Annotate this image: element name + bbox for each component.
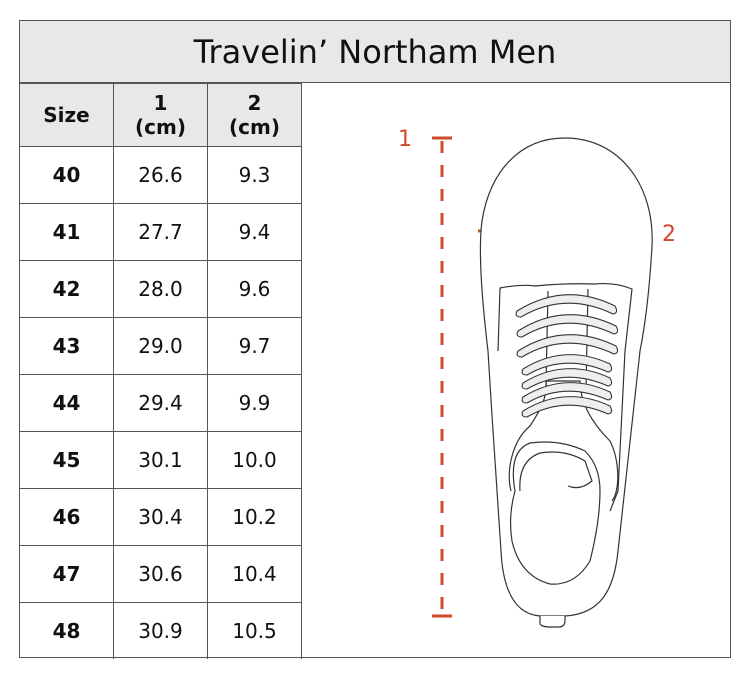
size-cell: 44 bbox=[20, 374, 114, 432]
size-cell: 42 bbox=[20, 260, 114, 318]
length-cell: 27.7 bbox=[113, 203, 208, 261]
size-cell: 43 bbox=[20, 317, 114, 375]
header-row: Size 1 (cm) 2 (cm) bbox=[20, 83, 302, 147]
size-cell: 48 bbox=[20, 602, 114, 659]
boot-laces bbox=[515, 294, 619, 418]
size-cell: 47 bbox=[20, 545, 114, 603]
length-cell: 26.6 bbox=[113, 146, 208, 204]
table-row: 48 30.9 10.5 bbox=[20, 602, 302, 659]
length-cell: 29.4 bbox=[113, 374, 208, 432]
length-cell: 29.0 bbox=[113, 317, 208, 375]
length-cell: 30.9 bbox=[113, 602, 208, 659]
size-table: Size 1 (cm) 2 (cm) 40 26.6 9.3 41 27.7 9.4 42 28.… bbox=[20, 83, 302, 659]
header-length: 1 (cm) bbox=[113, 83, 208, 147]
width-cell: 9.3 bbox=[207, 146, 302, 204]
boot-diagram: 1 2 bbox=[398, 127, 676, 628]
width-cell: 10.5 bbox=[207, 602, 302, 659]
width-cell: 10.0 bbox=[207, 431, 302, 489]
table-row: 42 28.0 9.6 bbox=[20, 260, 302, 318]
size-cell: 40 bbox=[20, 146, 114, 204]
size-chart: Travelin’ Northam Men Size 1 (cm) 2 (cm) 4… bbox=[19, 20, 731, 659]
length-cell: 30.4 bbox=[113, 488, 208, 546]
width-cell: 9.7 bbox=[207, 317, 302, 375]
table-row: 45 30.1 10.0 bbox=[20, 431, 302, 489]
width-cell: 10.2 bbox=[207, 488, 302, 546]
width-cell: 9.4 bbox=[207, 203, 302, 261]
table-row: 44 29.4 9.9 bbox=[20, 374, 302, 432]
table-row: 47 30.6 10.4 bbox=[20, 545, 302, 603]
header-width: 2 (cm) bbox=[207, 83, 302, 147]
table-row: 46 30.4 10.2 bbox=[20, 488, 302, 546]
header-size: Size bbox=[20, 83, 114, 147]
width-cell: 10.4 bbox=[207, 545, 302, 603]
table-row: 40 26.6 9.3 bbox=[20, 146, 302, 204]
size-cell: 46 bbox=[20, 488, 114, 546]
width-cell: 9.9 bbox=[207, 374, 302, 432]
table-row: 41 27.7 9.4 bbox=[20, 203, 302, 261]
width-label: 2 bbox=[662, 222, 676, 247]
table-row: 43 29.0 9.7 bbox=[20, 317, 302, 375]
length-cell: 30.1 bbox=[113, 431, 208, 489]
length-measure-line bbox=[432, 136, 452, 618]
length-label: 1 bbox=[398, 127, 412, 152]
size-cell: 41 bbox=[20, 203, 114, 261]
length-cell: 30.6 bbox=[113, 545, 208, 603]
length-cell: 28.0 bbox=[113, 260, 208, 318]
width-cell: 9.6 bbox=[207, 260, 302, 318]
size-cell: 45 bbox=[20, 431, 114, 489]
chart-title: Travelin’ Northam Men bbox=[20, 21, 730, 83]
